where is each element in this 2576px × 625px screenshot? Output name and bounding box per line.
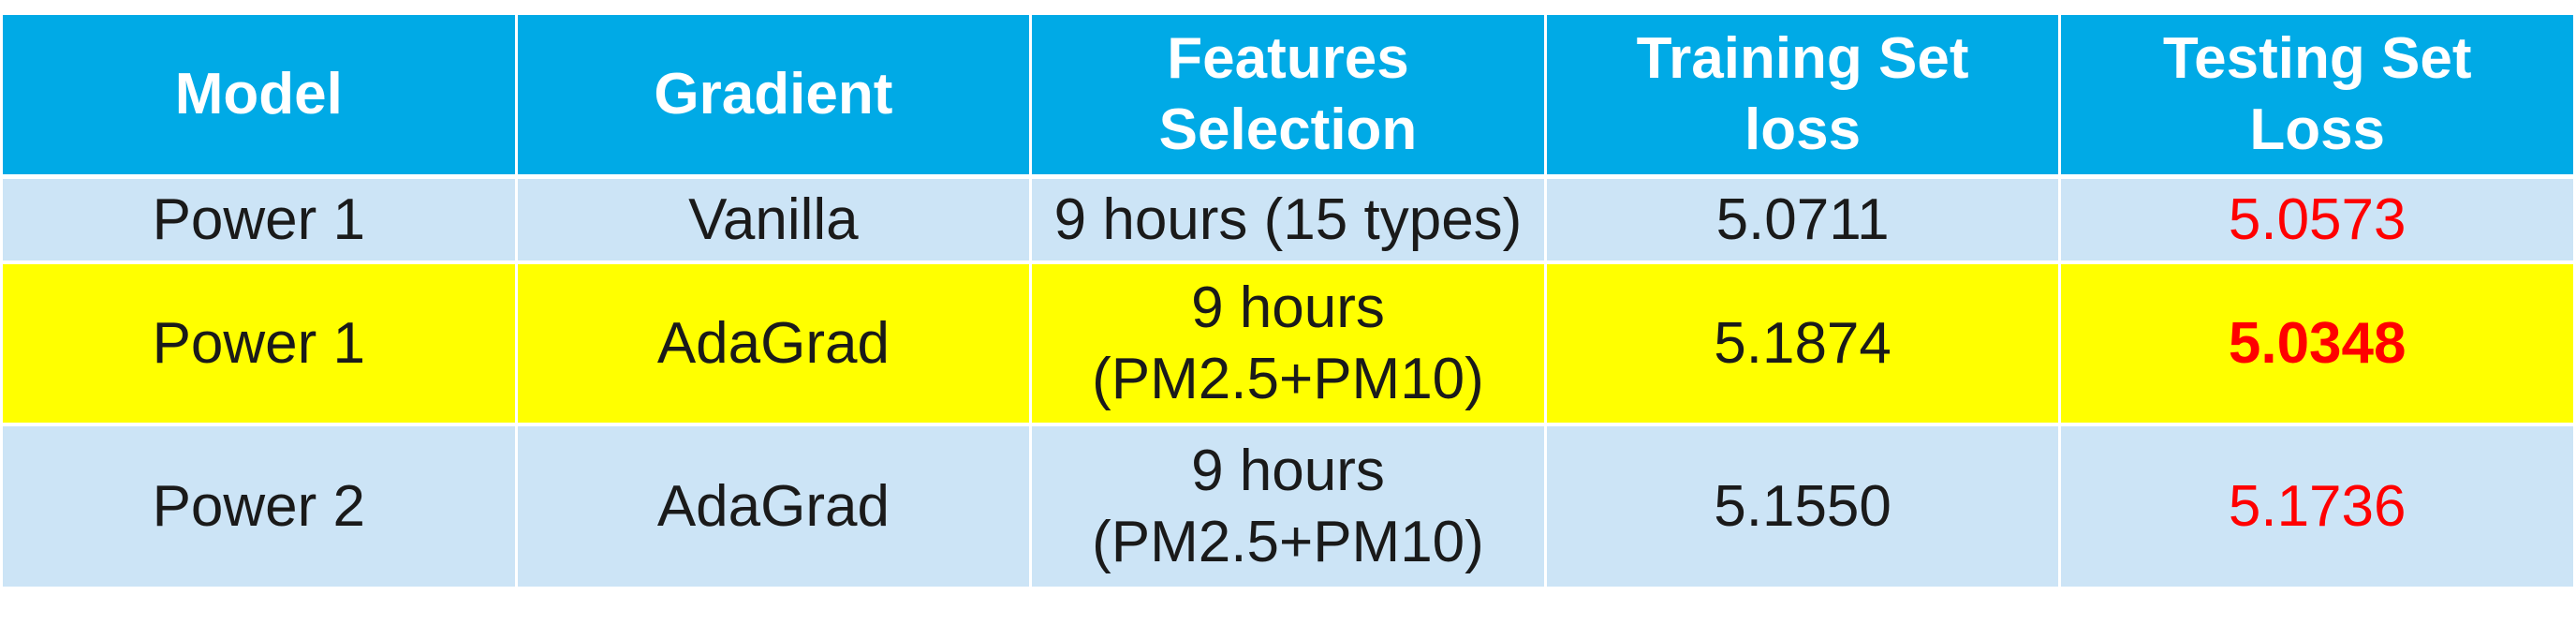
cell-training-loss: 5.1550 <box>1543 424 2062 590</box>
header-testing-set-loss: Testing Set Loss <box>2058 15 2576 179</box>
header-training-set-loss: Training Set loss <box>1543 15 2062 179</box>
cell-features: 9 hours (PM2.5+PM10) <box>1029 262 1547 427</box>
results-table: Model Gradient Features Selection Traini… <box>0 15 2576 590</box>
header-gradient: Gradient <box>514 15 1033 179</box>
table-header-row: Model Gradient Features Selection Traini… <box>0 15 2576 179</box>
cell-gradient: AdaGrad <box>514 262 1033 427</box>
table-row: Power 2 AdaGrad 9 hours (PM2.5+PM10) 5.1… <box>0 424 2576 590</box>
cell-gradient: AdaGrad <box>514 424 1033 590</box>
cell-features: 9 hours (PM2.5+PM10) <box>1029 424 1547 590</box>
cell-model: Power 1 <box>0 176 518 265</box>
table-row: Power 1 Vanilla 9 hours (15 types) 5.071… <box>0 176 2576 265</box>
cell-testing-loss-best: 5.0348 <box>2058 262 2576 427</box>
cell-model: Power 2 <box>0 424 518 590</box>
cell-training-loss: 5.0711 <box>1543 176 2062 265</box>
cell-training-loss: 5.1874 <box>1543 262 2062 427</box>
cell-gradient: Vanilla <box>514 176 1033 265</box>
results-table-container: Model Gradient Features Selection Traini… <box>0 15 2576 590</box>
header-model: Model <box>0 15 518 179</box>
cell-features: 9 hours (15 types) <box>1029 176 1547 265</box>
header-features-selection: Features Selection <box>1029 15 1547 179</box>
cell-testing-loss: 5.0573 <box>2058 176 2576 265</box>
cell-testing-loss: 5.1736 <box>2058 424 2576 590</box>
cell-model: Power 1 <box>0 262 518 427</box>
table-row-highlighted: Power 1 AdaGrad 9 hours (PM2.5+PM10) 5.1… <box>0 262 2576 427</box>
